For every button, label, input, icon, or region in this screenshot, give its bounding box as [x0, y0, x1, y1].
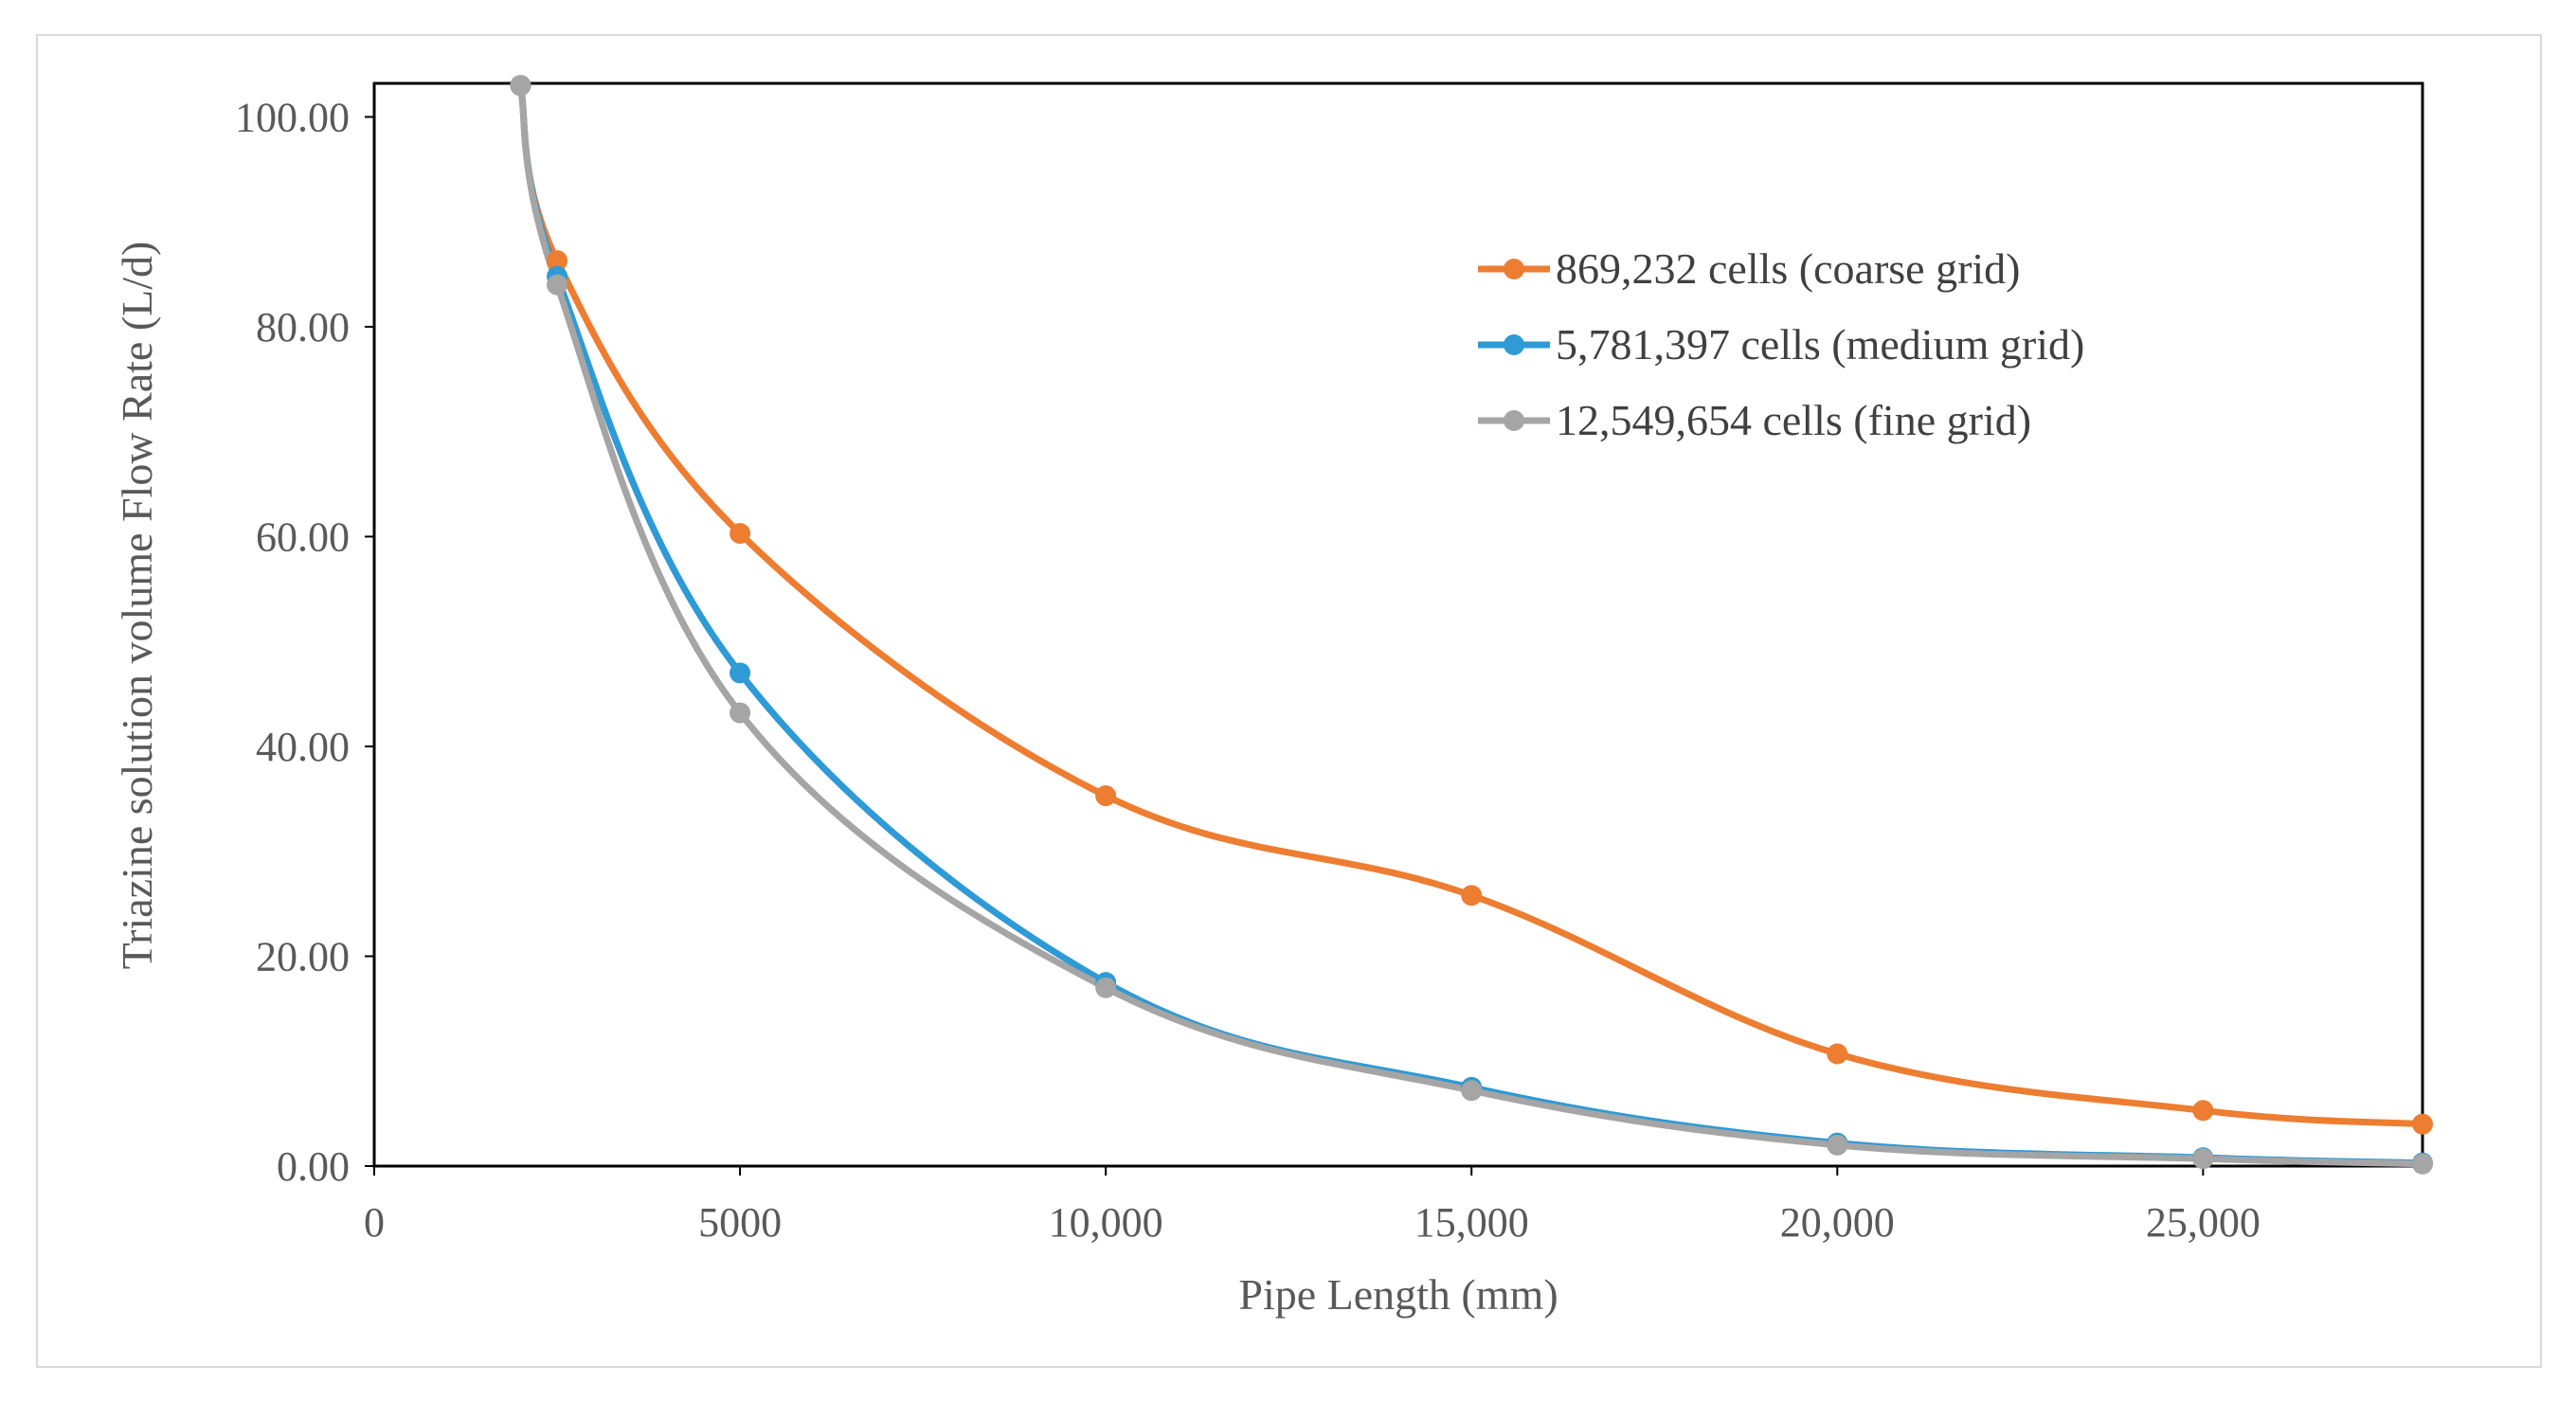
x-tick-label: 25,000 — [2146, 1199, 2261, 1246]
plot-area — [372, 81, 2424, 1168]
chart-frame — [36, 34, 2542, 1368]
legend-marker — [1504, 334, 1524, 355]
x-axis-ticks: 0 5000 10,000 15,000 20,000 25,000 — [364, 1166, 2261, 1246]
x-axis-title: Pipe Length (mm) — [1238, 1270, 1558, 1319]
series-line-1 — [516, 81, 2426, 1167]
data-point — [1095, 785, 1117, 807]
data-point — [2192, 1148, 2214, 1170]
data-point — [2412, 1113, 2433, 1135]
data-point — [730, 662, 751, 684]
legend-marker — [1504, 410, 1524, 431]
y-tick-label: 0.00 — [277, 1143, 350, 1190]
data-point — [730, 523, 751, 545]
y-tick-label: 80.00 — [256, 304, 350, 350]
legend-label: 12,549,654 cells (fine grid) — [1556, 396, 2031, 444]
data-point — [1461, 885, 1483, 907]
series-lines — [516, 81, 2426, 1168]
y-axis-ticks: 0.00 20.00 40.00 60.00 80.00 100.00 — [235, 94, 374, 1190]
data-point — [1095, 977, 1117, 998]
series-line-0 — [516, 81, 2426, 1128]
data-point — [547, 274, 568, 296]
series-points — [510, 75, 2433, 1175]
x-tick-label: 15,000 — [1414, 1199, 1529, 1246]
data-point — [1461, 1080, 1483, 1102]
data-point — [730, 702, 751, 724]
data-point — [1827, 1134, 1848, 1156]
y-tick-label: 100.00 — [235, 94, 350, 140]
legend-marker — [1504, 259, 1524, 279]
x-tick-label: 0 — [364, 1199, 385, 1246]
y-axis-title: Triazine solution volume Flow Rate (L/d) — [113, 242, 161, 970]
data-point — [510, 75, 531, 97]
y-tick-label: 40.00 — [256, 724, 350, 770]
x-tick-label: 20,000 — [1780, 1199, 1895, 1246]
series-line-2 — [516, 81, 2426, 1168]
y-tick-label: 60.00 — [256, 513, 350, 560]
data-point — [1827, 1043, 1848, 1065]
data-point — [2192, 1100, 2214, 1122]
data-point — [2412, 1153, 2433, 1175]
legend: 869,232 cells (coarse grid) 5,781,397 cel… — [1478, 244, 2084, 444]
x-tick-label: 5000 — [698, 1199, 782, 1246]
y-tick-label: 20.00 — [256, 933, 350, 979]
x-tick-label: 10,000 — [1049, 1199, 1163, 1246]
legend-label: 5,781,397 cells (medium grid) — [1556, 320, 2084, 368]
data-point — [547, 250, 568, 272]
legend-label: 869,232 cells (coarse grid) — [1556, 244, 2021, 293]
